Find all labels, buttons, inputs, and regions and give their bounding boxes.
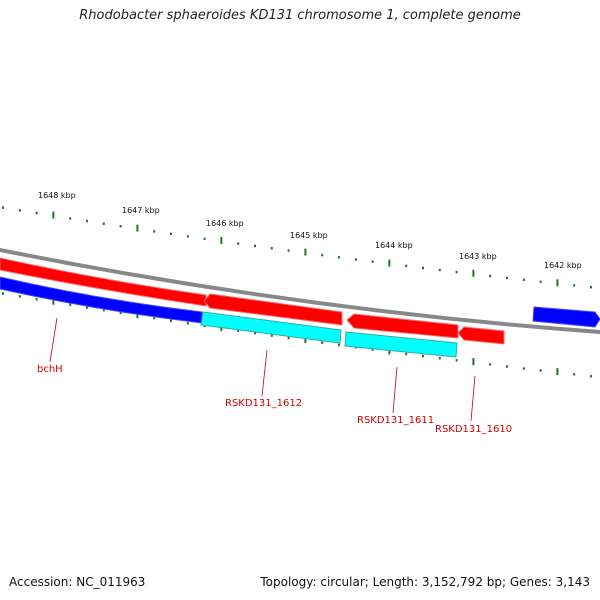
outer-ruler-tick xyxy=(102,222,105,225)
gene-labels: bchH RSKD131_1612 RSKD131_1611 RSKD131_1… xyxy=(37,364,512,435)
inner-ruler-tick xyxy=(270,334,273,337)
outer-ruler-ticks xyxy=(2,206,592,289)
inner-ruler-tick xyxy=(321,341,324,344)
gene-feature-forward-1[interactable] xyxy=(0,257,207,307)
label-leaders xyxy=(49,317,476,422)
inner-ruler-tick xyxy=(86,306,88,309)
outer-ruler-tick xyxy=(304,248,307,256)
ruler-label-1644: 1644 kbp xyxy=(375,241,413,250)
outer-ruler-tick xyxy=(522,278,525,282)
inner-ruler-tick xyxy=(388,347,391,355)
outer-ruler-tick xyxy=(237,242,240,245)
ruler-label-1647: 1647 kbp xyxy=(122,206,160,215)
inner-ruler-tick xyxy=(35,297,38,301)
inner-ruler-tick xyxy=(506,365,508,368)
outer-ruler-tick xyxy=(539,280,542,283)
inner-ruler-tick xyxy=(237,329,240,333)
outer-ruler-tick xyxy=(590,285,592,289)
outer-ruler-tick xyxy=(220,236,223,244)
inner-ruler-tick xyxy=(287,336,290,340)
outer-ruler-tick xyxy=(338,256,340,259)
inner-ruler-tick xyxy=(186,322,189,325)
map-title: Rhodobacter sphaeroides KD131 chromosome… xyxy=(79,8,521,23)
inner-ruler-tick xyxy=(590,374,592,378)
inner-ruler-tick xyxy=(539,369,542,372)
cds-feature-RSKD131_1611[interactable] xyxy=(344,331,458,358)
chromosome-backbone xyxy=(0,248,600,334)
inner-ruler-tick xyxy=(18,295,21,298)
outer-ruler-tick xyxy=(170,232,172,236)
accession-text: Accession: NC_011963 xyxy=(9,575,146,589)
outer-ruler-tick xyxy=(136,224,139,232)
outer-ruler-tick xyxy=(472,269,475,277)
outer-ruler-tick xyxy=(405,264,408,268)
ruler-label-1646: 1646 kbp xyxy=(206,219,244,228)
inner-ruler-tick xyxy=(522,367,525,370)
outer-ruler-tick xyxy=(2,206,4,209)
outer-ruler-tick xyxy=(186,235,189,238)
cds-feature-forward-right[interactable] xyxy=(532,306,600,328)
inner-ruler-tick xyxy=(338,343,340,347)
inner-ruler-tick xyxy=(455,359,458,362)
ruler-label-1642: 1642 kbp xyxy=(544,261,582,270)
gene-feature-reverse-1612[interactable] xyxy=(203,293,343,326)
gene-feature-reverse-1611[interactable] xyxy=(346,313,459,339)
ruler-label-1648: 1648 kbp xyxy=(38,191,76,200)
inner-ruler-tick xyxy=(153,316,156,320)
outer-ruler-tick xyxy=(438,268,441,272)
outer-ruler-tick xyxy=(489,274,492,278)
outer-ruler-tick xyxy=(86,219,88,223)
inner-ruler-tick xyxy=(119,311,122,315)
outer-ruler-tick xyxy=(119,225,122,228)
inner-ruler-tick xyxy=(254,331,256,335)
gene-label-RSKD131_1612: RSKD131_1612 xyxy=(225,398,302,409)
gene-feature-reverse-1610[interactable] xyxy=(457,326,505,345)
inner-ruler-tick xyxy=(573,373,576,376)
outer-ruler-tick xyxy=(52,211,55,219)
outer-ruler-tick xyxy=(287,249,290,252)
outer-ruler-tick xyxy=(455,270,458,274)
outer-ruler-tick xyxy=(270,247,273,250)
inner-ruler-tick xyxy=(170,319,172,322)
outer-ruler-tick xyxy=(18,209,21,212)
outer-ruler-tick xyxy=(556,279,559,287)
outer-ruler-tick xyxy=(354,258,357,261)
inner-ruler-tick xyxy=(472,358,475,366)
inner-ruler-tick xyxy=(304,336,307,344)
inner-ruler-tick xyxy=(438,356,441,360)
ruler-label-1645: 1645 kbp xyxy=(290,231,328,240)
inner-ruler-tick xyxy=(556,368,559,376)
outer-ruler-tick xyxy=(573,284,576,287)
inner-ruler-tick xyxy=(102,308,105,312)
inner-ruler-tick xyxy=(2,292,4,295)
ruler-labels: 1648 kbp 1647 kbp 1646 kbp 1645 kbp 1644… xyxy=(38,191,582,270)
outer-ruler-tick xyxy=(321,253,324,257)
inner-ruler-tick xyxy=(422,354,424,358)
gene-label-bchH: bchH xyxy=(37,364,63,375)
outer-ruler-tick xyxy=(203,237,206,241)
outer-ruler-tick xyxy=(153,230,156,233)
gene-label-RSKD131_1611: RSKD131_1611 xyxy=(357,415,434,426)
outer-ruler-tick xyxy=(388,259,391,267)
inner-ruler-tick xyxy=(405,352,408,356)
inner-ruler-tick xyxy=(52,297,55,305)
inner-ruler-tick xyxy=(489,363,492,366)
inner-ruler-tick xyxy=(69,303,72,307)
cds-feature-RSKD131_1612[interactable] xyxy=(200,311,342,344)
gene-label-RSKD131_1610: RSKD131_1610 xyxy=(435,424,512,435)
outer-ruler-tick xyxy=(422,266,424,270)
outer-ruler-tick xyxy=(35,211,38,215)
genome-summary-text: Topology: circular; Length: 3,152,792 bp… xyxy=(260,575,590,589)
outer-ruler-tick xyxy=(69,217,72,220)
outer-ruler-tick xyxy=(506,276,508,280)
outer-ruler-tick xyxy=(254,244,256,248)
outer-ruler-tick xyxy=(371,260,374,263)
ruler-label-1643: 1643 kbp xyxy=(459,252,497,261)
inner-ruler-tick xyxy=(371,348,374,351)
